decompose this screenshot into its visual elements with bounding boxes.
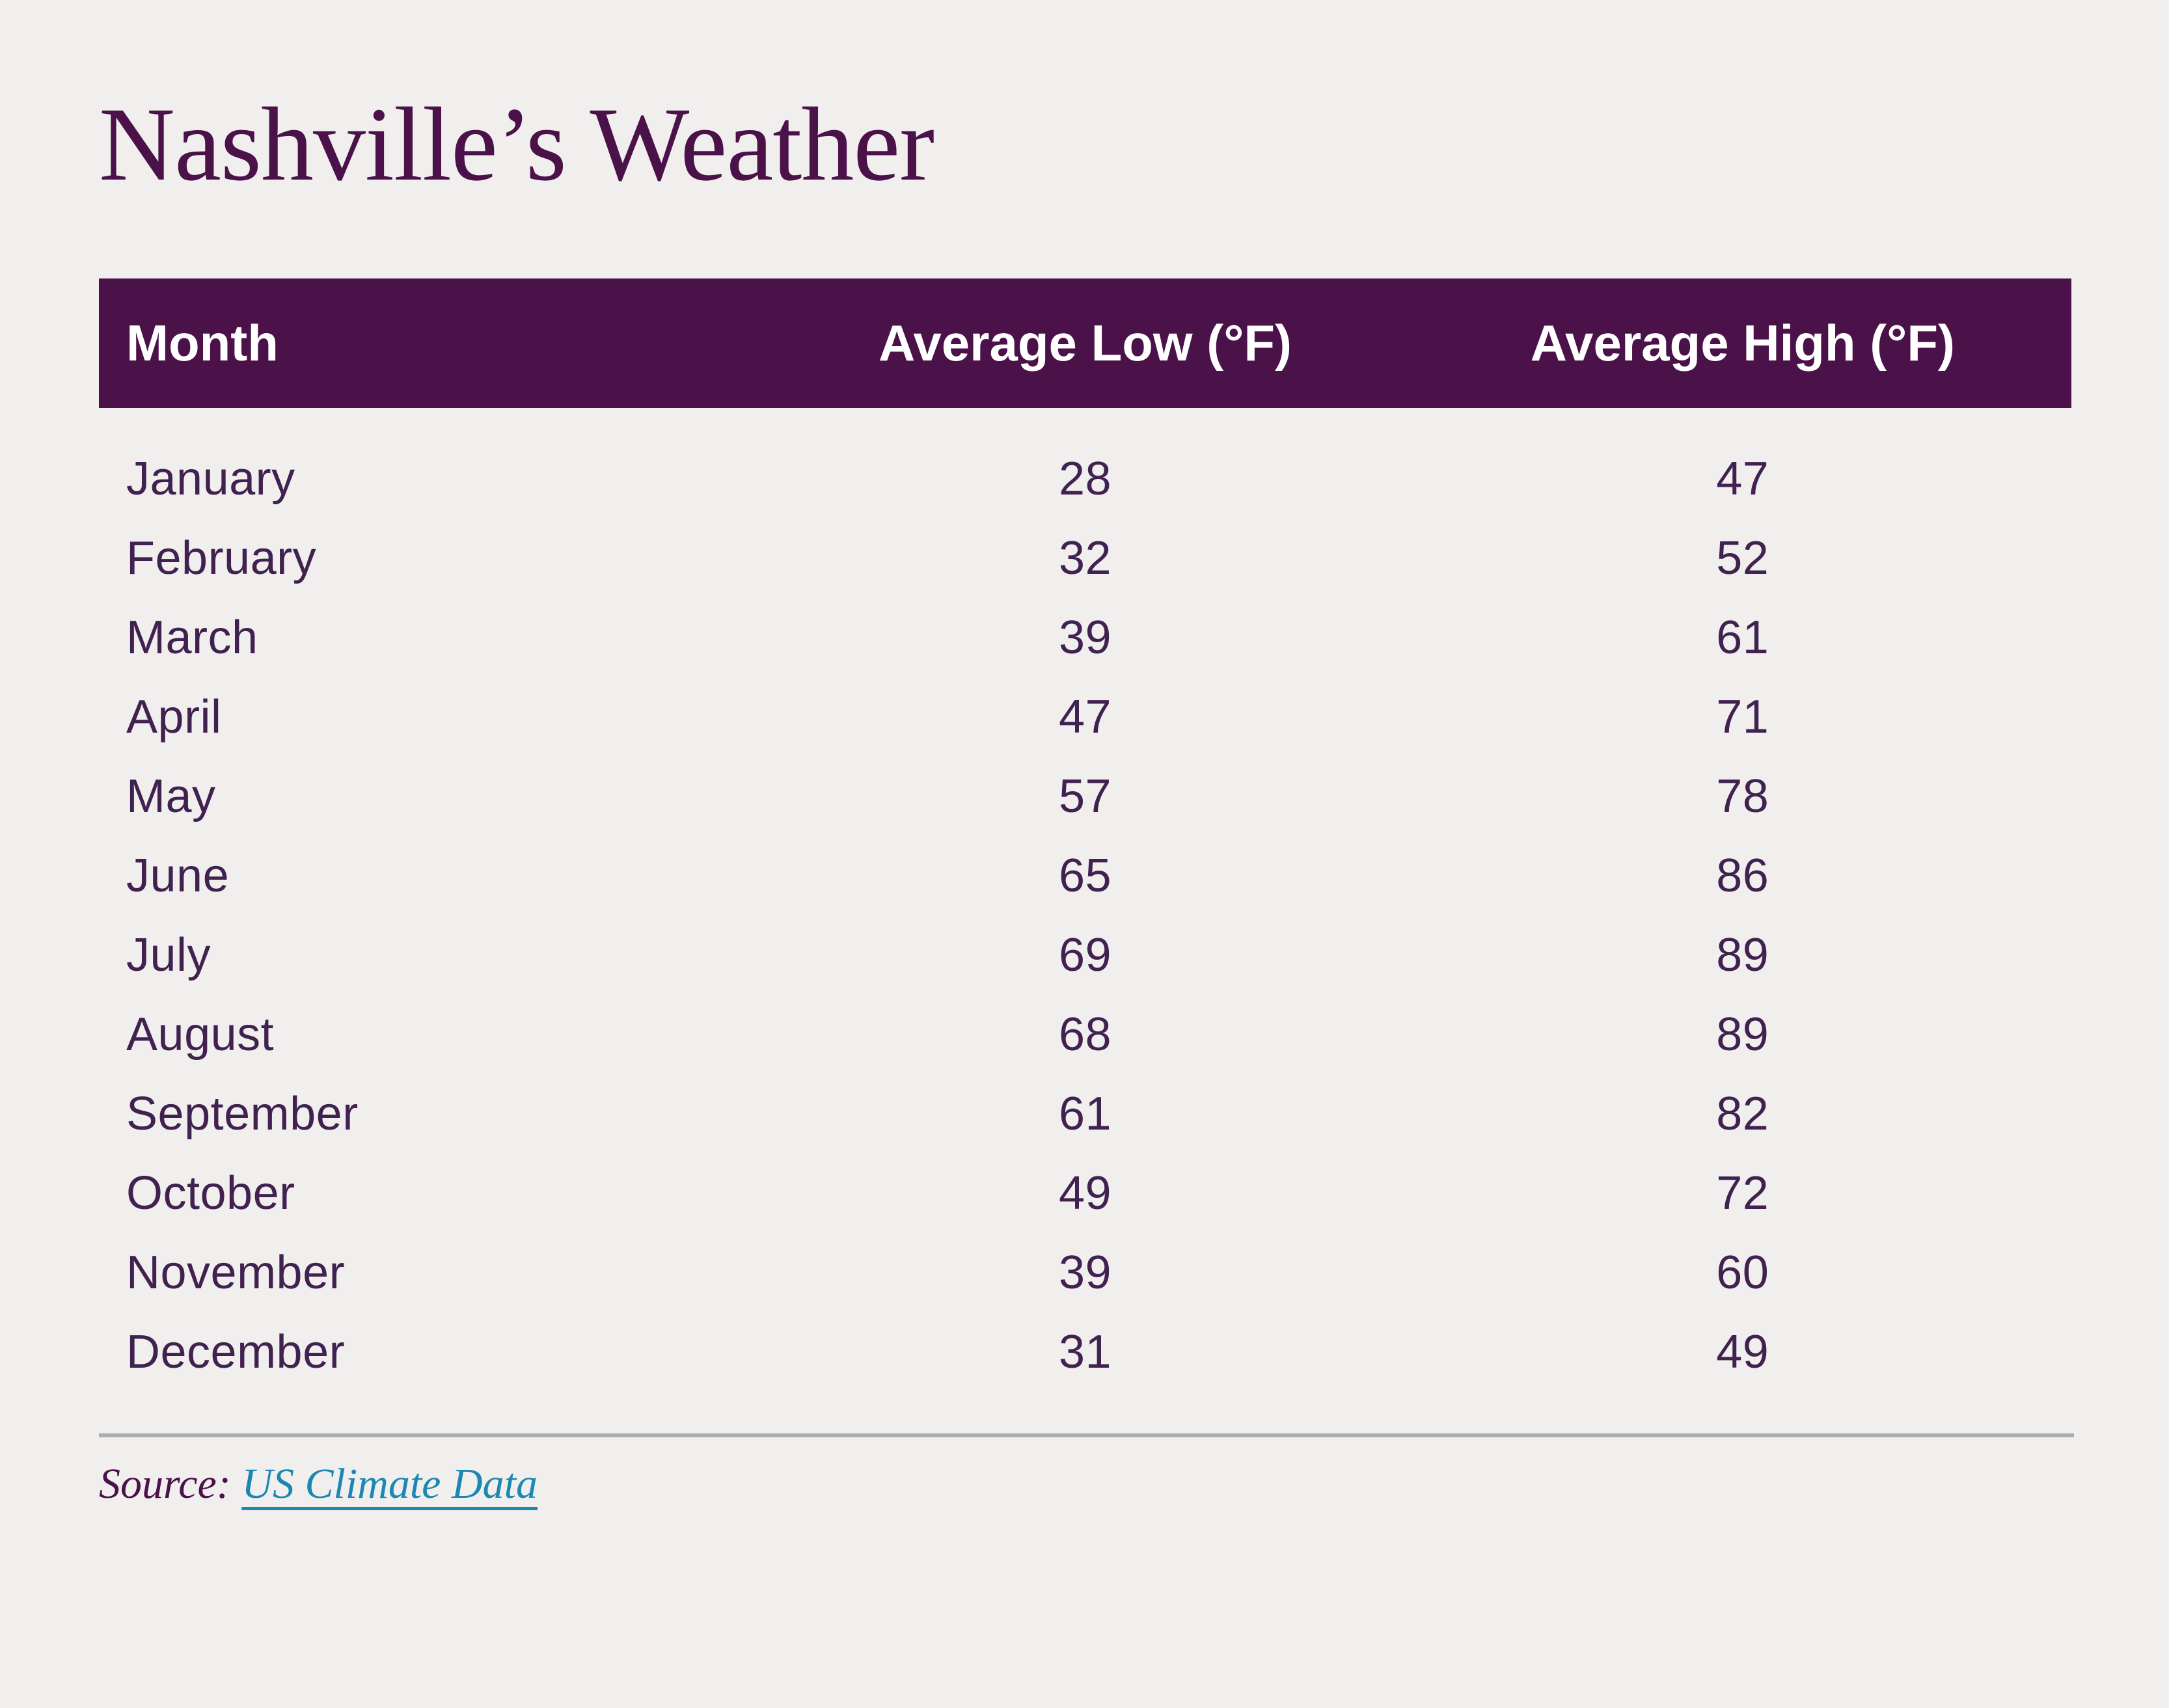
column-header-month: Month: [126, 314, 279, 372]
divider-line: [99, 1433, 2074, 1437]
avg-low-cell: 39: [1058, 1247, 1112, 1299]
avg-low-cell: 31: [1058, 1326, 1112, 1378]
avg-high-cell: 89: [1716, 929, 1769, 981]
avg-high-cell: 86: [1716, 850, 1769, 902]
table-row: March 39 61: [99, 598, 2071, 677]
avg-low-cell: 32: [1058, 532, 1112, 584]
avg-high-cell: 71: [1716, 691, 1769, 743]
avg-high-cell: 47: [1716, 453, 1769, 505]
avg-low-cell: 28: [1058, 453, 1112, 505]
table-row: September 61 82: [99, 1074, 2071, 1154]
infographic-page: { "page": { "background": "#F0EFEE", "ac…: [0, 92, 2169, 1708]
avg-low-cell: 65: [1058, 850, 1112, 902]
avg-high-cell: 49: [1716, 1326, 1769, 1378]
avg-low-cell: 69: [1058, 929, 1112, 981]
month-cell: September: [126, 1088, 359, 1140]
table-row: November 39 60: [99, 1233, 2071, 1312]
month-cell: April: [126, 691, 222, 743]
avg-low-cell: 68: [1058, 1009, 1112, 1061]
table-header-row: Month Average Low (°F) Average High (°F): [99, 278, 2071, 408]
table-row: July 69 89: [99, 915, 2071, 995]
table-row: April 47 71: [99, 677, 2071, 757]
table-row: August 68 89: [99, 995, 2071, 1074]
month-cell: February: [126, 532, 317, 584]
month-cell: May: [126, 770, 216, 822]
month-cell: July: [126, 929, 211, 981]
avg-low-cell: 39: [1058, 612, 1112, 664]
page-title: Nashville’s Weather: [99, 87, 934, 203]
weather-table: Month Average Low (°F) Average High (°F)…: [99, 278, 2071, 1392]
avg-low-cell: 61: [1058, 1088, 1112, 1140]
table-body: January 28 47 February 32 52 March 39 61 April 47 7…: [99, 439, 2071, 1392]
avg-high-cell: 72: [1716, 1167, 1769, 1219]
month-cell: December: [126, 1326, 346, 1378]
month-cell: October: [126, 1167, 295, 1219]
table-row: June 65 86: [99, 836, 2071, 915]
column-header-avg-low: Average Low (°F): [878, 314, 1292, 372]
table-row: May 57 78: [99, 757, 2071, 836]
avg-high-cell: 61: [1716, 612, 1769, 664]
avg-high-cell: 89: [1716, 1009, 1769, 1061]
avg-high-cell: 78: [1716, 770, 1769, 822]
table-row: January 28 47: [99, 439, 2071, 519]
table-row: February 32 52: [99, 519, 2071, 598]
source-label: Source:: [99, 1460, 231, 1508]
source-line: Source: US Climate Data: [99, 1458, 2169, 1510]
avg-low-cell: 57: [1058, 770, 1112, 822]
avg-low-cell: 47: [1058, 691, 1112, 743]
avg-high-cell: 52: [1716, 532, 1769, 584]
month-cell: November: [126, 1247, 346, 1299]
avg-high-cell: 82: [1716, 1088, 1769, 1140]
month-cell: June: [126, 850, 230, 902]
month-cell: August: [126, 1009, 275, 1061]
table-row: December 31 49: [99, 1312, 2071, 1392]
avg-high-cell: 60: [1716, 1247, 1769, 1299]
avg-low-cell: 49: [1058, 1167, 1112, 1219]
month-cell: March: [126, 612, 258, 664]
source-link[interactable]: US Climate Data: [241, 1460, 538, 1508]
column-header-avg-high: Average High (°F): [1530, 314, 1955, 372]
month-cell: January: [126, 453, 295, 505]
table-row: October 49 72: [99, 1154, 2071, 1233]
